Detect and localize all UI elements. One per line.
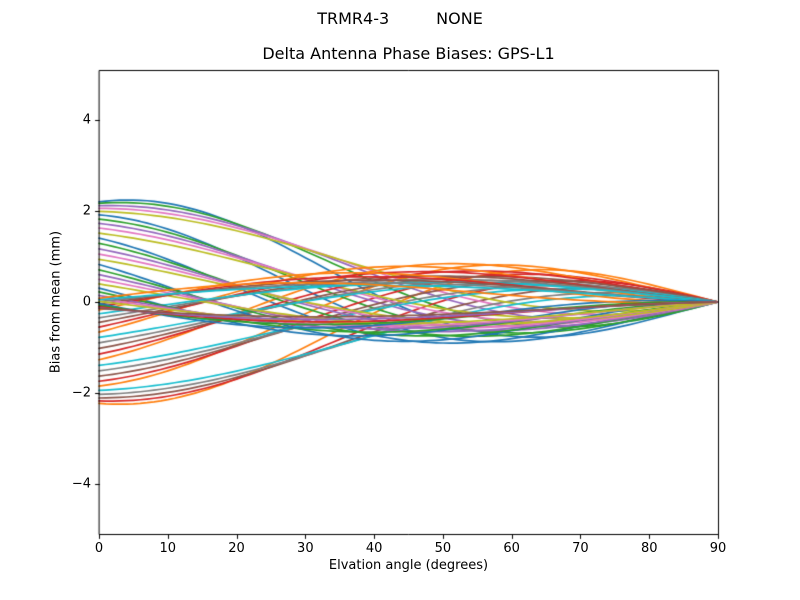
y-axis-label: Bias from mean (mm) — [48, 230, 64, 374]
suptitle-right-text: NONE — [436, 9, 483, 28]
x-tick-label: 10 — [159, 541, 177, 556]
y-tick-label: 2 — [82, 203, 91, 219]
axes-title: Delta Antenna Phase Biases: GPS-L1 — [262, 44, 555, 63]
y-tick-label: 0 — [82, 294, 91, 310]
y-tick-label: −2 — [71, 385, 91, 401]
x-axis-label: Elvation angle (degrees) — [328, 558, 489, 573]
x-tick-label: 40 — [365, 541, 383, 556]
x-tick-label: 50 — [434, 541, 452, 556]
x-tick-label: 80 — [640, 541, 658, 556]
suptitle-left-text: TRMR4-3 — [317, 9, 390, 28]
y-tick-label: 4 — [82, 112, 91, 128]
x-tick-label: 70 — [572, 541, 589, 556]
y-tick-label: −4 — [71, 476, 91, 492]
x-tick-label: 90 — [709, 541, 727, 556]
x-tick-label: 20 — [228, 541, 245, 556]
x-tick-label: 60 — [503, 541, 520, 556]
suptitle: TRMR4-3 NONE — [0, 9, 800, 28]
x-tick-label: 0 — [94, 541, 104, 556]
x-tick-label: 30 — [297, 541, 314, 556]
